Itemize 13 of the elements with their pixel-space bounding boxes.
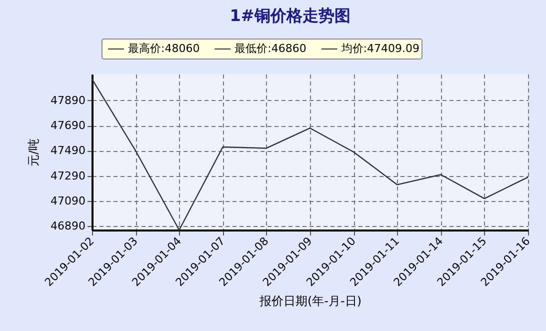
y-axis-title: 元/吨 bbox=[26, 138, 41, 167]
line-series bbox=[91, 78, 529, 231]
y-tick-label: 47490 bbox=[50, 144, 86, 158]
y-tick-label: 47290 bbox=[50, 169, 86, 182]
chart-title: 1#铜价格走势图 bbox=[230, 6, 350, 25]
y-tick-label: 46890 bbox=[50, 220, 86, 233]
text: 最高价:48060 bbox=[128, 42, 200, 55]
y-tick-label: 47090 bbox=[50, 194, 86, 208]
y-tick-label: 47690 bbox=[50, 119, 86, 132]
text: 均价:47409.09 bbox=[340, 42, 420, 55]
text: 最低价:46860 bbox=[234, 42, 306, 55]
x-axis-title: 报价日期(年-月-日) bbox=[258, 294, 362, 308]
y-tick-label: 47890 bbox=[50, 94, 86, 107]
